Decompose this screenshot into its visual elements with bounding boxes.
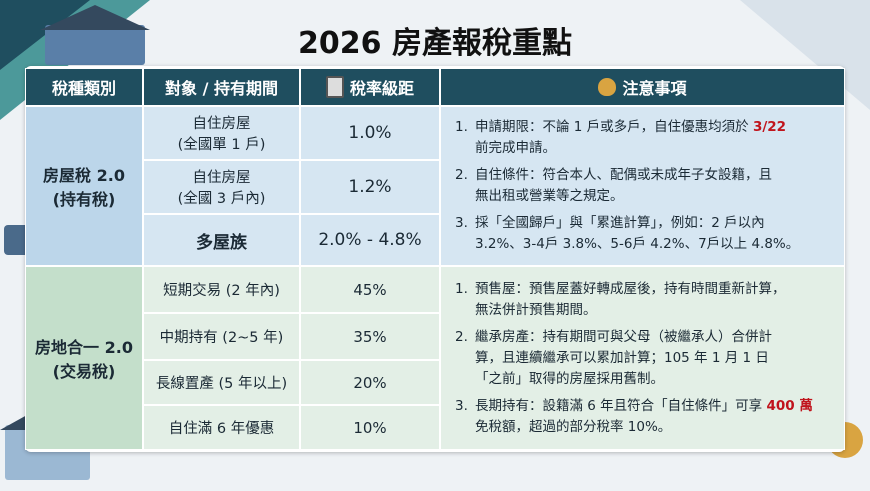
note-body: 採「全國歸戶」與「累進計算」，例如：2 戶以內 3.2%、3-4戶 3.8%、5-… [475, 213, 799, 255]
header-text: 稅率級距 [349, 79, 414, 98]
rate-cell: 20% [300, 360, 440, 405]
target-cell: 短期交易 (2 年內) [143, 266, 300, 313]
note-text: 申請期限：不論 1 戶或多戶，自住優惠均須於 [475, 119, 753, 135]
header-cell: 對象 / 持有期間 [143, 68, 300, 106]
note-body: 自住條件：符合本人、配偶或未成年子女設籍，且 無出租或營業等之規定。 [475, 165, 772, 207]
target-line: 自住滿 6 年優惠 [168, 421, 275, 437]
note-line: 長期持有：設籍滿 6 年且符合「自住條件」可享 400 萬 [475, 396, 813, 417]
note-line: 3.2%、3-4戶 3.8%、5-6戶 4.2%、7戶以上 4.8%。 [475, 234, 799, 255]
note-text: 免稅額，超過的部分稅率 10%。 [475, 418, 672, 435]
note-line: 申請期限：不論 1 戶或多戶，自住優惠均須於 3/22 [475, 117, 786, 138]
rate-text: 35% [353, 327, 387, 346]
header-text: 稅種類別 [51, 79, 116, 98]
rate-cell: 1.2% [300, 160, 440, 214]
money-bag-icon [598, 78, 617, 96]
section-name-line: 房地合一 2.0 [35, 338, 133, 357]
header-cell: 稅種類別 [25, 68, 143, 106]
note-text: 預售屋：預售屋蓋好轉成屋後，持有時間重新計算， [475, 280, 786, 297]
target-line: (全國單 1 戶) [177, 137, 266, 153]
target-line: 中期持有 (2~5 年) [159, 330, 284, 346]
note-line: 無出租或營業等之規定。 [475, 186, 772, 207]
note-item: 2. 繼承房產：持有期間可與父母（被繼承人）合併計 算，且連續繼承可以累加計算；10… [455, 327, 772, 390]
note-item: 3. 長期持有：設籍滿 6 年且符合「自住條件」可享 400 萬免稅額，超過的部分… [455, 396, 813, 438]
section-name: 房地合一 2.0 (交易稅) [25, 266, 143, 450]
section-name-line: (持有稅) [52, 190, 116, 209]
note-text: 自住條件：符合本人、配偶或未成年子女設籍，且 [475, 167, 772, 183]
note-text: 長期持有：設籍滿 6 年且符合「自住條件」可享 [475, 397, 767, 414]
target-line: 自住房屋 [192, 170, 251, 186]
note-highlight: 3/22 [752, 119, 787, 135]
note-text: 無法併計預售期間。 [475, 301, 597, 318]
rate-cell: 45% [300, 266, 440, 313]
note-text: 繼承房產：持有期間可與父母（被繼承人）合併計 [475, 328, 772, 345]
note-text: 「之前」取得的房屋採用舊制。 [475, 370, 664, 387]
note-body: 預售屋：預售屋蓋好轉成屋後，持有時間重新計算， 無法併計預售期間。 [475, 279, 786, 321]
note-body: 長期持有：設籍滿 6 年且符合「自住條件」可享 400 萬免稅額，超過的部分稅率… [475, 396, 813, 438]
target-line: 短期交易 (2 年內) [163, 283, 280, 299]
note-number: 1. [455, 280, 468, 297]
target-line: (全國 3 戶內) [177, 191, 266, 207]
note-number: 2. [455, 328, 468, 345]
header-cell: 稅率級距 [300, 68, 440, 106]
notes-cell: 1. 申請期限：不論 1 戶或多戶，自住優惠均須於 3/22 前完成申請。 2. 自住條… [440, 106, 845, 266]
target-line: 長線置產 (5 年以上) [155, 376, 288, 392]
rate-cell: 10% [300, 405, 440, 450]
note-text: 無出租或營業等之規定。 [475, 188, 624, 204]
header-cell: 注意事項 [440, 68, 845, 106]
target-line: 自住房屋 [192, 116, 251, 132]
header-text: 對象 / 持有期間 [165, 79, 278, 98]
note-number: 3. [455, 397, 468, 414]
target-cell: 多屋族 [143, 214, 300, 266]
note-line: 前完成申請。 [475, 138, 786, 159]
note-body: 申請期限：不論 1 戶或多戶，自住優惠均須於 3/22 前完成申請。 [475, 117, 786, 159]
target-cell: 長線置產 (5 年以上) [143, 360, 300, 405]
rate-text: 10% [353, 418, 387, 437]
section-name: 房屋稅 2.0 (持有稅) [25, 106, 143, 266]
target-cell: 自住房屋 (全國 3 戶內) [143, 160, 300, 214]
note-text: 算，且連續繼承可以累加計算；105 年 1 月 1 日 [475, 349, 769, 366]
note-line: 算，且連續繼承可以累加計算；105 年 1 月 1 日 [475, 348, 772, 369]
note-line: 免稅額，超過的部分稅率 10%。 [475, 417, 813, 438]
page-title: 2026 房產報稅重點 [298, 26, 572, 61]
target-cell: 自住房屋 (全國單 1 戶) [143, 106, 300, 160]
rate-text: 45% [353, 280, 387, 299]
note-item: 1. 預售屋：預售屋蓋好轉成屋後，持有時間重新計算， 無法併計預售期間。 [455, 279, 786, 321]
note-text: 採「全國歸戶」與「累進計算」，例如：2 戶以內 [475, 215, 765, 231]
section-name-line: 房屋稅 2.0 [43, 166, 125, 185]
note-line: 預售屋：預售屋蓋好轉成屋後，持有時間重新計算， [475, 279, 786, 300]
target-cell: 自住滿 6 年優惠 [143, 405, 300, 450]
note-text: 3.2%、3-4戶 3.8%、5-6戶 4.2%、7戶以上 4.8%。 [475, 236, 800, 252]
rate-cell: 35% [300, 313, 440, 360]
note-line: 自住條件：符合本人、配偶或未成年子女設籍，且 [475, 165, 772, 186]
rate-text: 20% [353, 373, 387, 392]
note-highlight: 400 萬 [766, 397, 813, 414]
rate-text: 2.0% - 4.8% [318, 230, 422, 250]
target-line: 多屋族 [196, 232, 247, 253]
note-line: 採「全國歸戶」與「累進計算」，例如：2 戶以內 [475, 213, 799, 234]
note-item: 1. 申請期限：不論 1 戶或多戶，自住優惠均須於 3/22 前完成申請。 [455, 117, 786, 159]
header-text: 注意事項 [622, 79, 687, 98]
note-line: 「之前」取得的房屋採用舊制。 [475, 369, 772, 390]
rate-text: 1.2% [348, 177, 392, 197]
target-cell: 中期持有 (2~5 年) [143, 313, 300, 360]
section-name-line: (交易稅) [52, 362, 116, 381]
calculator-icon [325, 76, 344, 98]
note-text: 前完成申請。 [475, 140, 556, 156]
rate-cell: 1.0% [300, 106, 440, 160]
rate-text: 1.0% [348, 123, 392, 143]
note-body: 繼承房產：持有期間可與父母（被繼承人）合併計 算，且連續繼承可以累加計算；105 … [475, 327, 772, 390]
note-line: 無法併計預售期間。 [475, 300, 786, 321]
notes-cell: 1. 預售屋：預售屋蓋好轉成屋後，持有時間重新計算， 無法併計預售期間。 2. 繼承房產… [440, 266, 845, 450]
note-number: 1. [455, 119, 468, 135]
rate-cell: 2.0% - 4.8% [300, 214, 440, 266]
note-line: 繼承房產：持有期間可與父母（被繼承人）合併計 [475, 327, 772, 348]
note-number: 2. [455, 167, 468, 183]
note-item: 3. 採「全國歸戶」與「累進計算」，例如：2 戶以內 3.2%、3-4戶 3.8%、… [455, 213, 799, 255]
note-number: 3. [455, 215, 468, 231]
note-item: 2. 自住條件：符合本人、配偶或未成年子女設籍，且 無出租或營業等之規定。 [455, 165, 772, 207]
